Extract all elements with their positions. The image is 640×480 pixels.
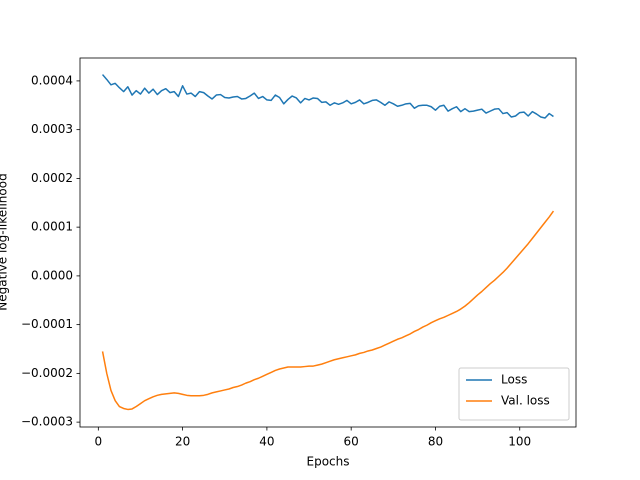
line-series: [101, 210, 555, 411]
x-axis-label: Epochs: [307, 455, 350, 469]
y-tick-label: 0.0001: [31, 220, 73, 234]
y-tick-label: 0.0002: [31, 171, 73, 185]
legend-box: [458, 367, 570, 421]
x-tick-label: 80: [428, 435, 443, 449]
y-tick-label: −0.0002: [21, 366, 73, 380]
y-tick-label: −0.0003: [21, 415, 73, 429]
line-series: [101, 74, 554, 119]
x-tick-label: 20: [175, 435, 190, 449]
y-tick-label: 0.0004: [31, 73, 73, 87]
x-tick-label: 0: [95, 435, 103, 449]
x-tick-label: 40: [259, 435, 274, 449]
y-tick-label: 0.0000: [31, 268, 73, 282]
legend-label: Loss: [501, 373, 527, 387]
x-tick-label: 60: [344, 435, 359, 449]
y-axis-label: Negative log-likelihood: [0, 173, 10, 310]
y-tick-label: 0.0003: [31, 122, 73, 136]
legend-label: Val. loss: [501, 394, 550, 408]
x-tick-label: 100: [508, 435, 531, 449]
y-tick-label: −0.0001: [21, 317, 73, 331]
axes-frame: [79, 57, 577, 428]
